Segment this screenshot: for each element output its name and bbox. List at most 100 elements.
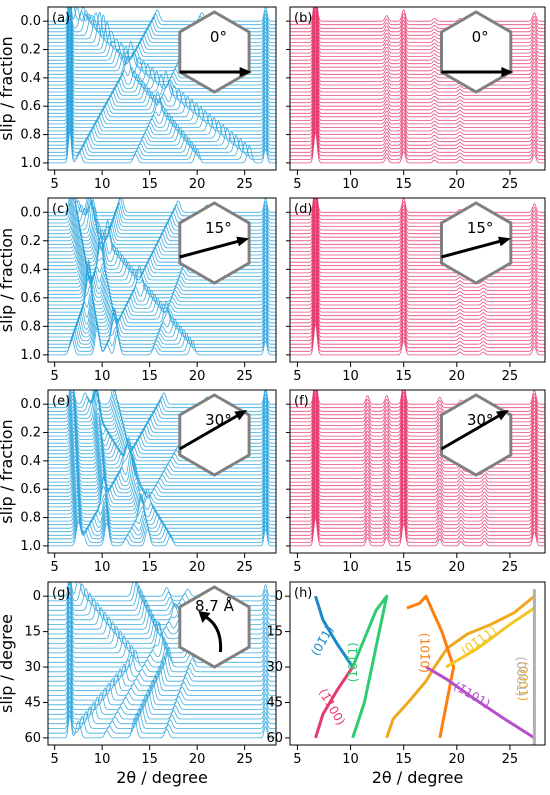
spectrum-line [48,84,276,118]
spectrum-line [48,77,276,111]
spectrum-line [48,691,276,715]
panel-label: (f) [294,394,309,409]
spectrum-line [48,473,276,497]
y-tick-label: 60 [24,731,41,746]
x-tick-label: 25 [502,752,519,767]
spectrum-line [290,264,545,299]
spectrum-line [48,74,276,107]
panel-a: 5 10 15 20 25 0.0 0.2 0.4 0.6 0.8 1.0 (a) slip / fra… [0,6,277,192]
y-tick-label: 0.4 [20,454,41,469]
arrow-head [239,67,252,77]
spectrum-line [48,485,276,515]
hexagon-shape [440,201,513,285]
spectrum-line [290,272,545,306]
spectrum-line [290,198,545,224]
hexagon-shape [440,393,513,477]
x-tick-label: 5 [51,752,59,767]
x-tick-label: 10 [342,752,359,767]
direction-arrow [179,238,242,259]
spectrum-line [290,123,545,157]
spectrum-line [290,487,545,518]
spectrum-line [290,484,545,515]
spectrum-line [290,66,545,100]
hexagon-inset: 0° [440,10,514,94]
series-label: (1̄101) [451,679,493,711]
series-label: (101̄1) [346,642,360,682]
y-tick-label: 0 [33,589,41,604]
spectrum-line [48,582,276,597]
spectrum-line [290,112,545,146]
spectrum-line [290,7,545,29]
inset-label: 0° [472,28,489,46]
hexagon-inset: 30° [440,393,513,477]
axes-frame [289,6,546,171]
spectrum-line [290,198,545,220]
spectrum-line [48,7,276,22]
series-line [314,595,354,668]
axes-frame [289,197,546,363]
spectrum-line [48,515,276,540]
spectrum-line [290,250,545,284]
spectrum-line [48,457,276,487]
axes-frame [47,6,277,171]
spectrum-line [48,309,276,341]
spectrum-line [290,59,545,93]
panel-g: 5 10 15 20 25 0 15 30 45 60 (g) slip / degree 2θ / d… [0,581,277,787]
inset-label: 8.7 Å [195,596,235,615]
spectrum-line [290,512,545,543]
spectrum-line [290,434,545,465]
series-line [314,666,354,739]
spectrum-line [290,116,545,150]
spectrum-line [48,634,276,658]
x-tick-label: 5 [51,560,59,575]
inset-label: 30° [467,411,494,429]
plot-area [48,582,276,739]
x-tick-label: 10 [94,177,111,192]
plot-area [48,390,276,547]
spectrum-line [48,437,276,465]
spectrum-line [48,439,276,469]
hexagon-shape [178,10,251,94]
spectrum-line [48,265,276,295]
spectrum-line [290,279,545,313]
x-tick-label: 5 [293,369,301,384]
hexagon-inset: 0° [178,10,252,94]
spectrum-line [290,318,545,352]
spectrum-line [48,705,276,729]
x-tick-label: 20 [449,177,466,192]
spectrum-line [290,239,545,274]
x-tick-label: 5 [293,560,301,575]
plot-area [290,198,545,356]
spectrum-line [48,464,276,490]
x-tick-label: 25 [502,369,519,384]
spectrum-line [290,455,545,487]
spectrum-line [290,261,545,295]
series-line [351,594,389,739]
spectrum-line [290,94,545,128]
spectrum-line [290,108,545,143]
spectrum-line [48,307,276,338]
spectrum-line [48,304,276,334]
spectrum-line [290,390,545,405]
spectrum-line [48,714,276,739]
spectrum-line [48,95,276,128]
spectrum-line [290,390,545,412]
spectrum-line [290,286,545,320]
series-line [406,594,456,739]
x-tick-label: 5 [293,177,301,192]
spectrum-line [48,318,276,349]
direction-arrow [440,238,504,259]
spectrum-line [48,700,276,725]
spectrum-line [290,300,545,334]
y-axis-label: slip / fraction [0,228,16,332]
spectrum-line [48,259,276,306]
spectrum-line [48,127,276,160]
x-tick-label: 10 [94,560,111,575]
x-tick-label: 10 [94,752,111,767]
series-line [445,606,536,669]
spectrum-line [48,445,276,472]
spectrum-line [290,198,545,213]
spectrum-line [48,476,276,501]
y-axis-label: slip / degree [0,614,16,713]
spectrum-line [48,672,276,696]
